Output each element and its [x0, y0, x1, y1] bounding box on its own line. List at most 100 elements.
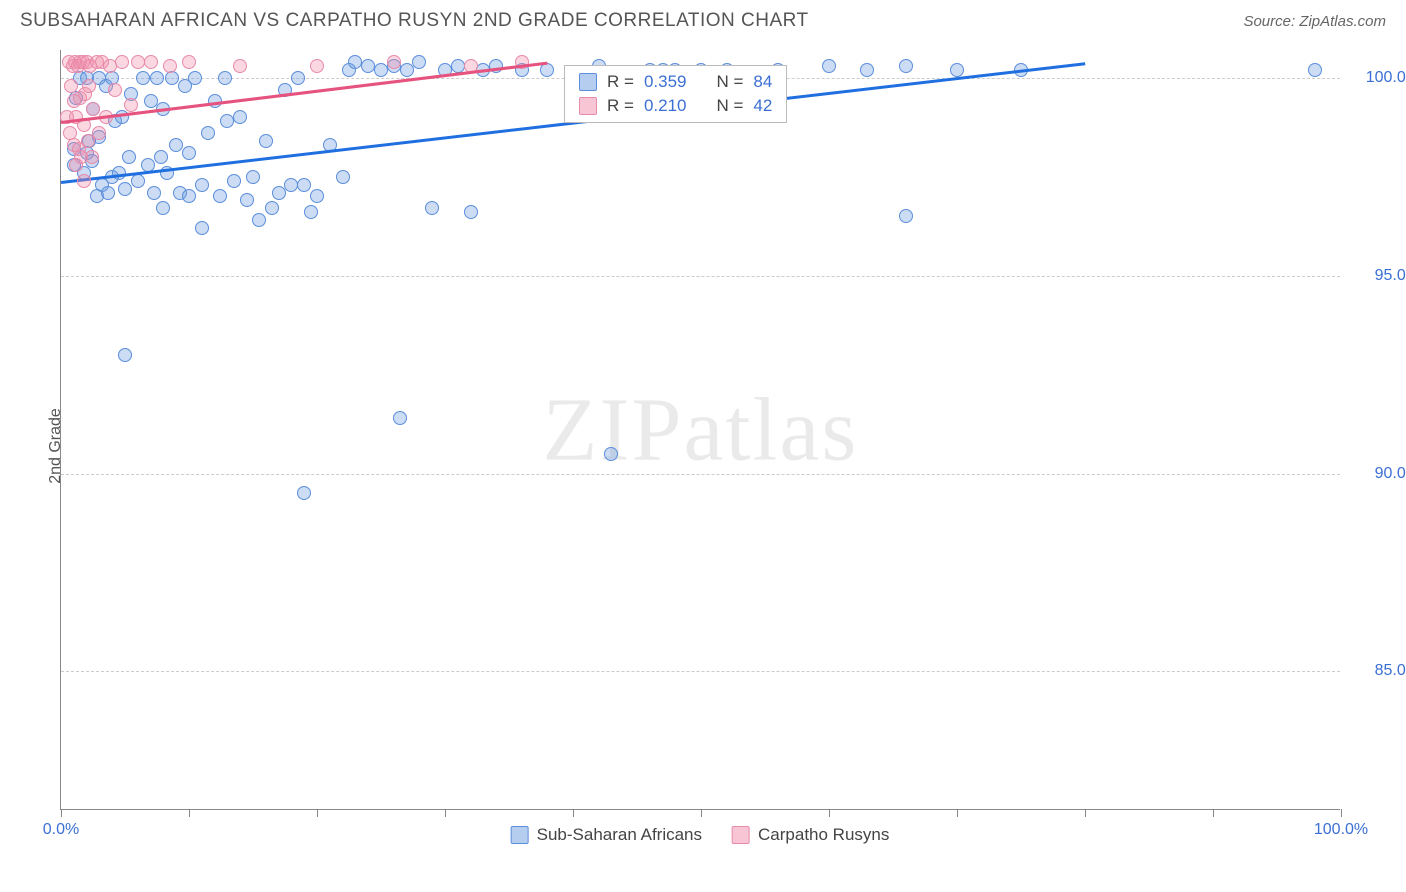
x-tick [957, 809, 958, 817]
chart-title: SUBSAHARAN AFRICAN VS CARPATHO RUSYN 2ND… [20, 10, 809, 32]
gridline-h [61, 276, 1340, 277]
scatter-point [265, 201, 279, 215]
scatter-point [412, 55, 426, 69]
scatter-point [297, 178, 311, 192]
stats-row: R = 0.210 N = 42 [565, 94, 786, 118]
y-tick-label: 90.0% [1350, 465, 1406, 483]
chart-header: SUBSAHARAN AFRICAN VS CARPATHO RUSYN 2ND… [0, 0, 1406, 40]
scatter-point [201, 126, 215, 140]
scatter-point [425, 201, 439, 215]
scatter-point [213, 189, 227, 203]
scatter-point [310, 59, 324, 73]
stats-n-label: N = [716, 72, 743, 92]
scatter-point [393, 411, 407, 425]
x-tick [445, 809, 446, 817]
watermark: ZIPatlas [543, 378, 859, 481]
scatter-point [131, 174, 145, 188]
scatter-point [136, 71, 150, 85]
scatter-point [165, 71, 179, 85]
x-tick-label: 0.0% [43, 821, 79, 839]
y-tick-label: 85.0% [1350, 662, 1406, 680]
scatter-point [124, 98, 138, 112]
scatter-point [464, 205, 478, 219]
stats-row: R = 0.359 N = 84 [565, 70, 786, 94]
stats-n-value: 84 [753, 72, 772, 92]
stats-n-value: 42 [753, 96, 772, 116]
scatter-point [92, 126, 106, 140]
scatter-point [85, 150, 99, 164]
scatter-point [144, 55, 158, 69]
scatter-point [77, 174, 91, 188]
chart-source: Source: ZipAtlas.com [1243, 13, 1386, 30]
x-tick [61, 809, 62, 817]
scatter-point [899, 59, 913, 73]
legend-item: Sub-Saharan Africans [511, 825, 702, 845]
legend-swatch [732, 826, 750, 844]
scatter-point [101, 186, 115, 200]
scatter-point [240, 193, 254, 207]
legend: Sub-Saharan Africans Carpatho Rusyns [511, 825, 890, 845]
scatter-point [259, 134, 273, 148]
scatter-point [218, 71, 232, 85]
scatter-point [246, 170, 260, 184]
scatter-point [86, 102, 100, 116]
x-tick-label: 100.0% [1314, 821, 1368, 839]
scatter-point [336, 170, 350, 184]
scatter-point [182, 55, 196, 69]
scatter-point [195, 221, 209, 235]
scatter-point [182, 146, 196, 160]
legend-label: Carpatho Rusyns [758, 825, 889, 845]
x-tick [701, 809, 702, 817]
scatter-point [118, 182, 132, 196]
legend-swatch [511, 826, 529, 844]
stats-swatch [579, 73, 597, 91]
scatter-point [297, 486, 311, 500]
scatter-point [387, 55, 401, 69]
y-tick-label: 100.0% [1350, 69, 1406, 87]
x-tick [1213, 809, 1214, 817]
scatter-point [899, 209, 913, 223]
gridline-h [61, 671, 1340, 672]
scatter-point [822, 59, 836, 73]
scatter-point [154, 150, 168, 164]
scatter-point [115, 55, 129, 69]
y-tick-label: 95.0% [1350, 267, 1406, 285]
scatter-point [182, 189, 196, 203]
scatter-point [233, 59, 247, 73]
stats-n-label: N = [716, 96, 743, 116]
scatter-point [400, 63, 414, 77]
scatter-point [1308, 63, 1322, 77]
scatter-point [118, 348, 132, 362]
scatter-point [291, 71, 305, 85]
x-tick [573, 809, 574, 817]
stats-r-value: 0.359 [644, 72, 687, 92]
scatter-point [860, 63, 874, 77]
stats-r-label: R = [607, 72, 634, 92]
x-tick [317, 809, 318, 817]
chart-area: ZIPatlas 85.0%90.0%95.0%100.0%0.0%100.0%… [60, 50, 1340, 810]
scatter-point [252, 213, 266, 227]
scatter-point [82, 79, 96, 93]
x-tick [1085, 809, 1086, 817]
gridline-h [61, 474, 1340, 475]
scatter-point [310, 189, 324, 203]
x-tick [189, 809, 190, 817]
scatter-point [304, 205, 318, 219]
scatter-point [156, 201, 170, 215]
x-tick [829, 809, 830, 817]
plot-area: ZIPatlas 85.0%90.0%95.0%100.0%0.0%100.0%… [60, 50, 1340, 810]
scatter-point [122, 150, 136, 164]
scatter-point [233, 110, 247, 124]
stats-r-label: R = [607, 96, 634, 116]
scatter-point [604, 447, 618, 461]
scatter-point [540, 63, 554, 77]
scatter-point [169, 138, 183, 152]
scatter-point [195, 178, 209, 192]
scatter-point [950, 63, 964, 77]
legend-label: Sub-Saharan Africans [537, 825, 702, 845]
scatter-point [272, 186, 286, 200]
stats-box: R = 0.359 N = 84 R = 0.210 N = 42 [564, 65, 787, 123]
scatter-point [163, 59, 177, 73]
scatter-point [227, 174, 241, 188]
stats-r-value: 0.210 [644, 96, 687, 116]
